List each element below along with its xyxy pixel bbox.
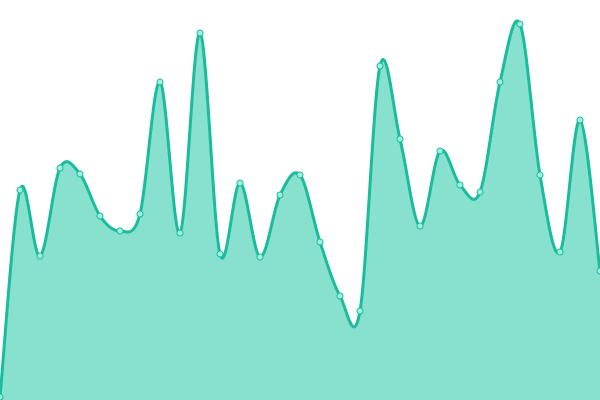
data-point-18	[356, 307, 364, 315]
data-point-15	[296, 171, 304, 179]
data-point-23	[456, 181, 464, 189]
data-point-26	[516, 20, 524, 28]
data-point-12	[236, 179, 244, 187]
data-point-20	[396, 135, 404, 143]
data-point-6	[116, 227, 124, 235]
data-point-0	[0, 393, 4, 400]
data-point-24	[476, 188, 484, 196]
data-point-30	[596, 267, 600, 275]
data-point-22	[436, 147, 444, 155]
data-point-14	[276, 191, 284, 199]
data-point-2	[36, 252, 44, 260]
data-point-4	[76, 170, 84, 178]
data-point-8	[156, 78, 164, 86]
data-point-9	[176, 229, 184, 237]
data-point-21	[416, 222, 424, 230]
data-point-17	[336, 292, 344, 300]
data-point-13	[256, 253, 264, 261]
data-point-10	[196, 29, 204, 37]
data-points	[0, 20, 600, 400]
data-point-25	[496, 78, 504, 86]
data-point-11	[216, 250, 224, 258]
data-point-3	[56, 164, 64, 172]
data-point-5	[96, 212, 104, 220]
data-point-27	[536, 171, 544, 179]
data-point-29	[576, 116, 584, 124]
data-point-1	[16, 186, 24, 194]
data-point-16	[316, 238, 324, 246]
data-point-7	[136, 210, 144, 218]
data-point-28	[556, 248, 564, 256]
data-point-19	[376, 62, 384, 70]
area-fill	[0, 21, 600, 400]
